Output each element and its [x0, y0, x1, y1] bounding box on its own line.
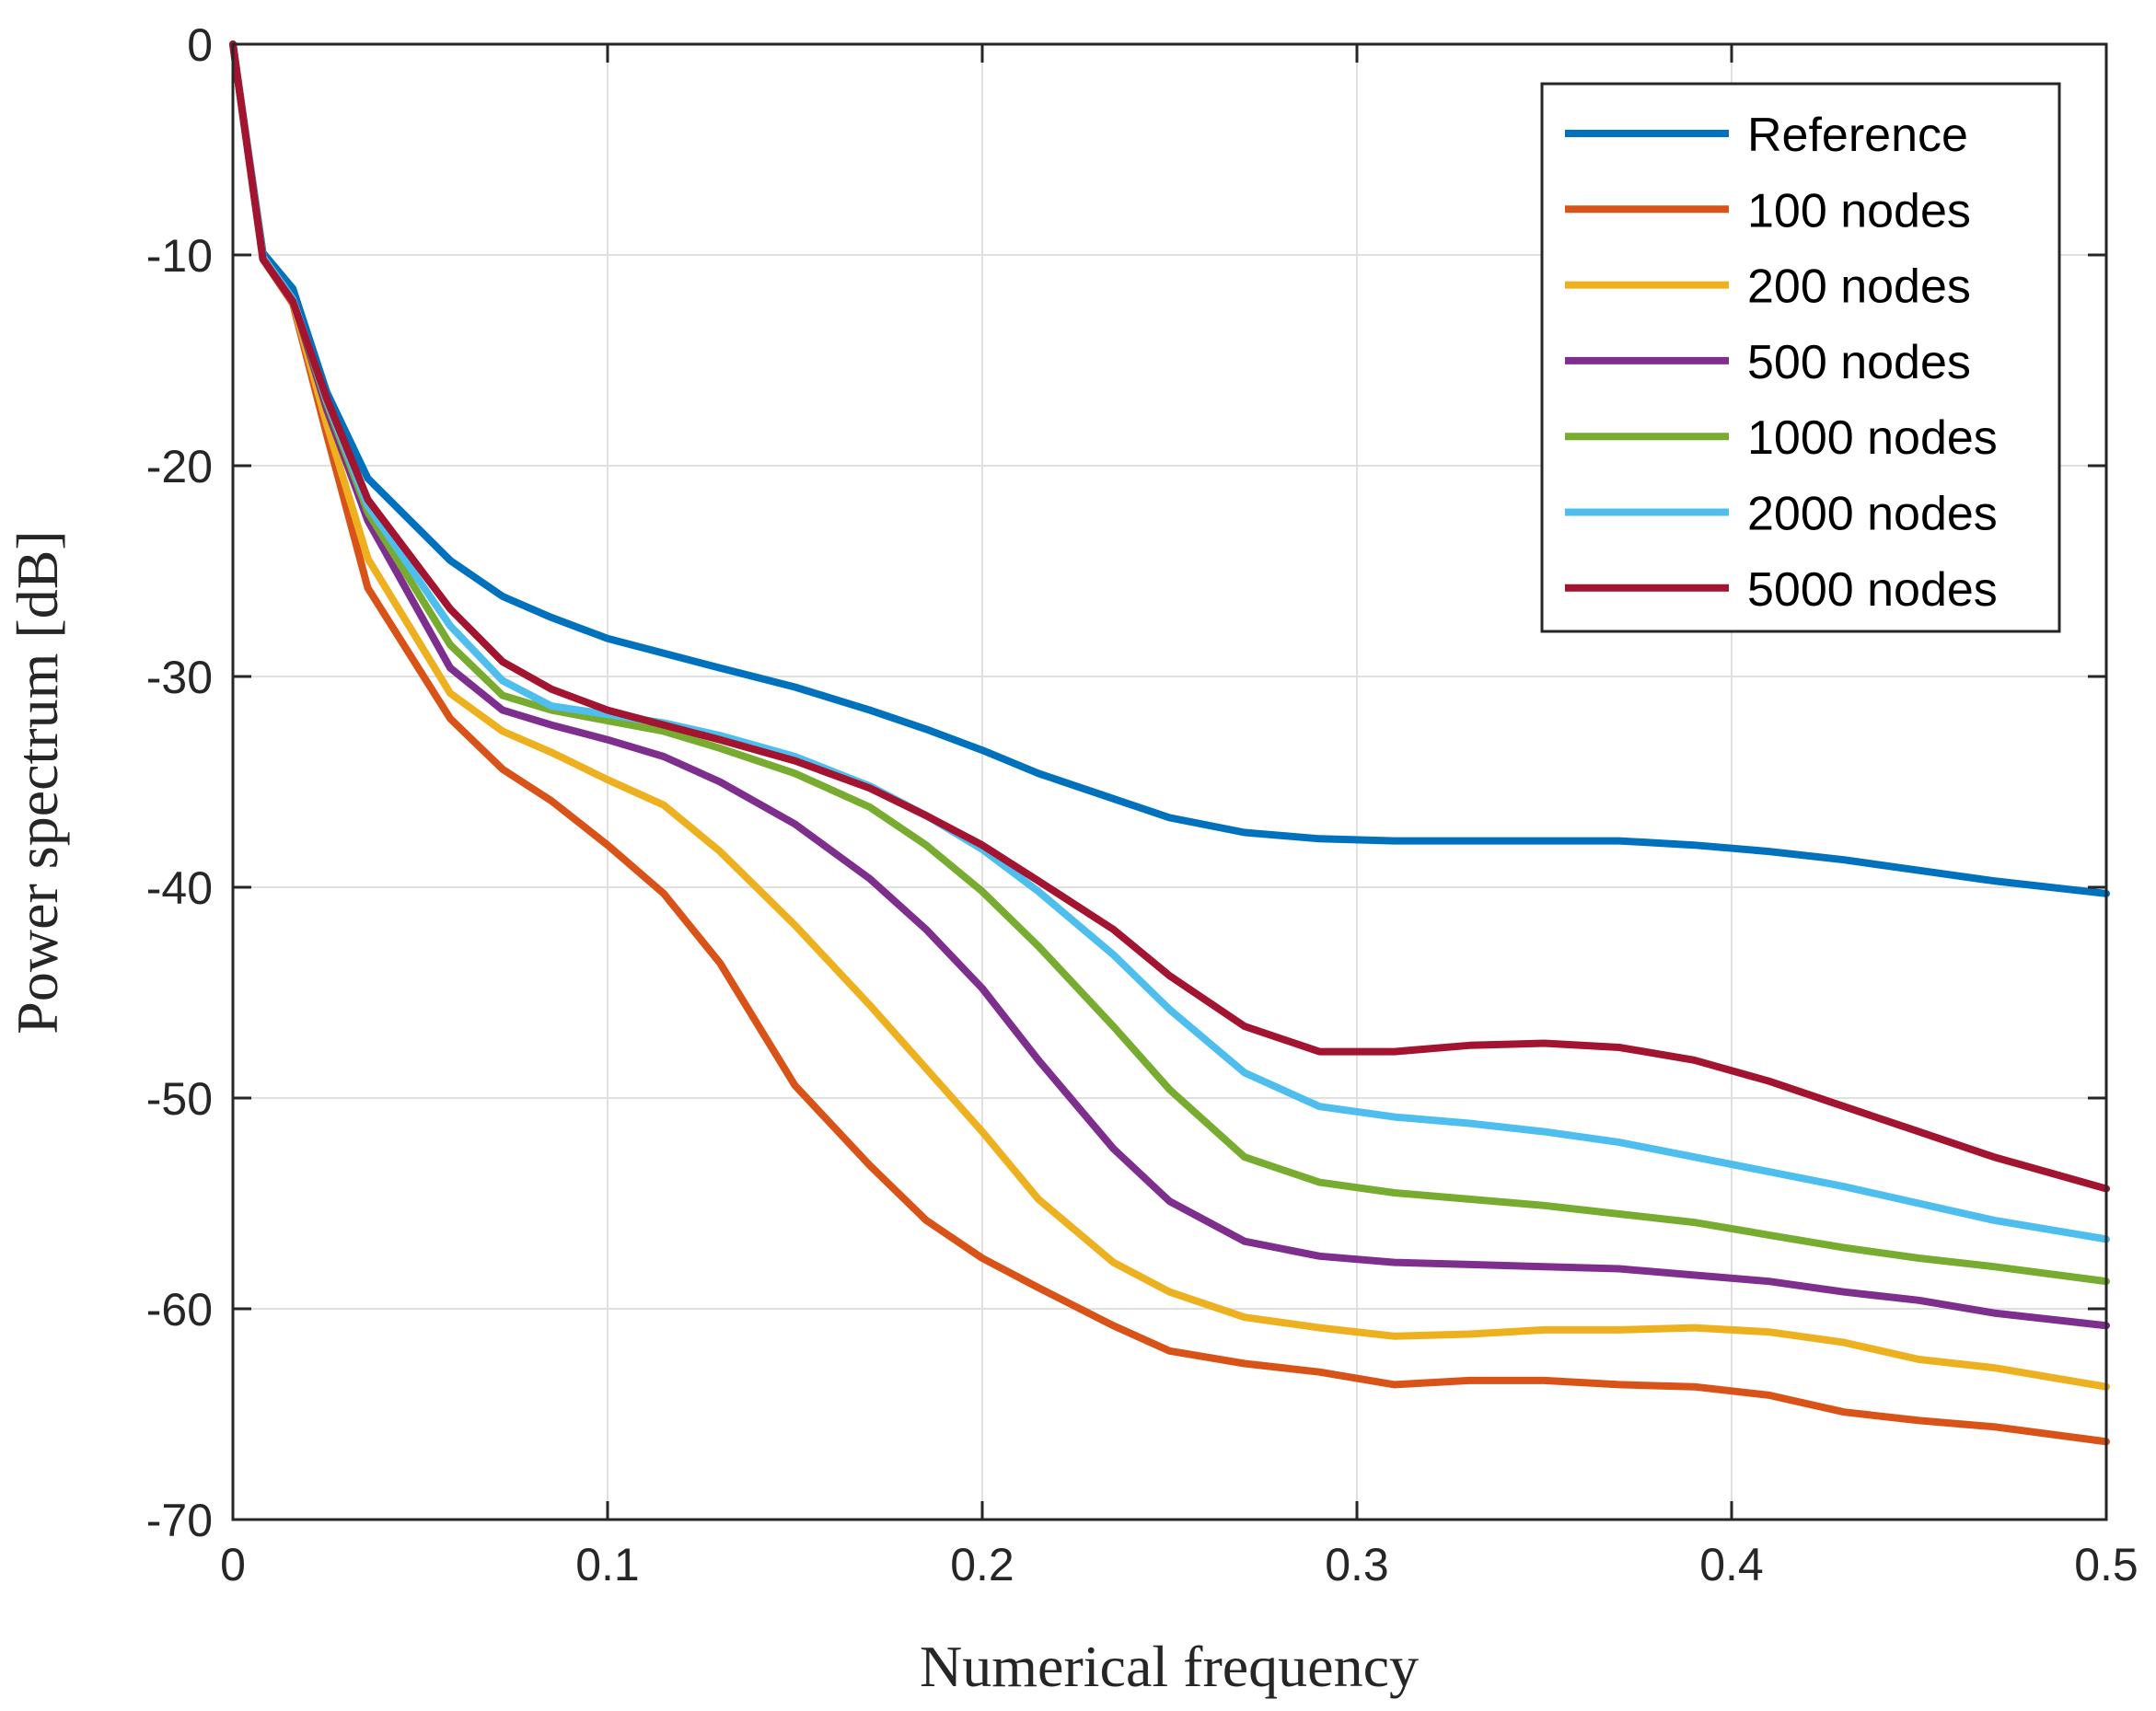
axis-tick-labels: 0 0.1 0.2 0.3 0.4 0.5 0 -10 -20 -30 -40 -50 -60 -70 — [146, 19, 2139, 1590]
series-line-0 — [229, 40, 2110, 897]
x-tick-label: 0.5 — [2074, 1539, 2139, 1590]
legend-label-4: 1000 nodes — [1747, 411, 1998, 465]
y-tick-label: -70 — [146, 1495, 213, 1546]
series-line-3 — [229, 40, 2110, 1330]
y-tick-label: 0 — [187, 19, 213, 71]
y-tick-label: -40 — [146, 862, 213, 914]
series-line-1 — [229, 40, 2110, 1446]
plot-frame — [231, 42, 2108, 1521]
y-tick-label: -60 — [146, 1284, 213, 1335]
y-tick-label: -30 — [146, 652, 213, 703]
x-tick-label: 0.3 — [1325, 1539, 1389, 1590]
legend: Reference 100 nodes 200 nodes 500 nodes 1000… — [1540, 82, 2061, 633]
y-axis-title: Power spectrum [dB] — [5, 530, 70, 1034]
x-axis-title: Numerical frequency — [920, 1634, 1419, 1699]
series-line-4 — [229, 40, 2110, 1286]
axis-ticks — [231, 42, 2108, 1521]
legend-label-0: Reference — [1747, 109, 1968, 162]
x-tick-label: 0.2 — [950, 1539, 1014, 1590]
legend-label-3: 500 nodes — [1747, 336, 1971, 389]
x-tick-label: 0.1 — [575, 1539, 640, 1590]
y-tick-label: -20 — [146, 441, 213, 492]
y-tick-label: -50 — [146, 1073, 213, 1125]
legend-label-2: 200 nodes — [1747, 260, 1971, 314]
legend-label-5: 2000 nodes — [1747, 488, 1998, 541]
legend-label-6: 5000 nodes — [1747, 563, 1998, 617]
series-lines — [229, 40, 2110, 1446]
x-tick-label: 0 — [220, 1539, 246, 1590]
x-tick-label: 0.4 — [1699, 1539, 1764, 1590]
legend-label-1: 100 nodes — [1747, 184, 1971, 237]
series-line-5 — [229, 40, 2110, 1243]
series-line-6 — [229, 40, 2110, 1193]
y-tick-label: -10 — [146, 230, 213, 282]
series-line-2 — [229, 40, 2110, 1391]
